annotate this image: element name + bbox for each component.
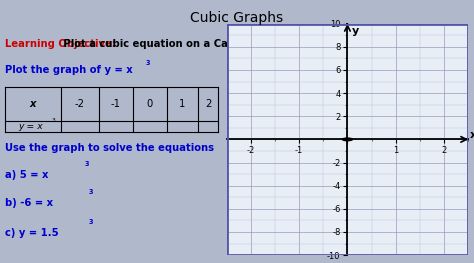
Text: a) 5 = x: a) 5 = x	[4, 170, 48, 180]
Text: Plot the graph of y = x: Plot the graph of y = x	[4, 65, 132, 75]
Text: c) y = 1.5: c) y = 1.5	[4, 228, 58, 238]
Text: 1: 1	[179, 99, 185, 109]
Text: -1: -1	[111, 99, 121, 109]
Text: Learning Objective:: Learning Objective:	[4, 38, 115, 48]
Text: 3: 3	[89, 189, 93, 195]
Text: 3: 3	[89, 219, 93, 225]
Text: y: y	[352, 26, 359, 36]
Text: 3: 3	[51, 118, 55, 123]
Text: 3: 3	[146, 60, 150, 67]
Text: 3: 3	[84, 161, 89, 167]
Text: b) -6 = x: b) -6 = x	[4, 198, 53, 208]
Text: -2: -2	[75, 99, 85, 109]
Text: Plot a cubic equation on a Cartesian axis using a table of results.: Plot a cubic equation on a Cartesian axi…	[60, 38, 431, 48]
Text: Use the graph to solve the equations: Use the graph to solve the equations	[4, 143, 213, 153]
Text: x: x	[470, 130, 474, 140]
Text: 2: 2	[205, 99, 211, 109]
Text: 0: 0	[146, 99, 153, 109]
Text: x: x	[29, 99, 36, 109]
Text: y = x: y = x	[18, 122, 43, 131]
Text: Cubic Graphs: Cubic Graphs	[191, 11, 283, 24]
